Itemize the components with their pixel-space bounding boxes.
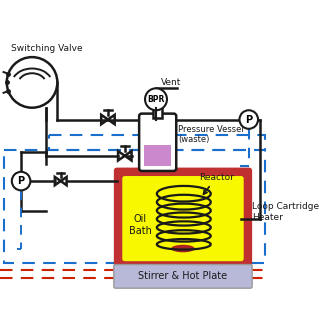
Text: Loop Cartridge
Heater: Loop Cartridge Heater	[252, 203, 319, 222]
FancyBboxPatch shape	[114, 265, 252, 288]
Text: Vent: Vent	[161, 78, 181, 87]
FancyBboxPatch shape	[122, 176, 244, 261]
Text: BPR: BPR	[147, 95, 165, 104]
Text: Oil
Bath: Oil Bath	[129, 214, 151, 236]
FancyBboxPatch shape	[114, 168, 252, 270]
Text: Reactor: Reactor	[199, 173, 234, 194]
Text: Pressure Vessel
(waste): Pressure Vessel (waste)	[178, 125, 244, 144]
Text: P: P	[18, 176, 25, 186]
Ellipse shape	[171, 245, 195, 252]
Bar	[49, 135, 265, 150]
Circle shape	[7, 57, 57, 108]
Bar	[153, 106, 163, 118]
FancyBboxPatch shape	[139, 114, 176, 171]
Bar	[144, 145, 171, 166]
Bar	[4, 150, 265, 263]
Text: Switching Valve: Switching Valve	[11, 44, 83, 53]
Circle shape	[12, 172, 30, 190]
Text: Stirrer & Hot Plate: Stirrer & Hot Plate	[139, 271, 228, 281]
Circle shape	[145, 88, 167, 110]
Text: P: P	[245, 115, 252, 124]
Circle shape	[239, 110, 258, 129]
